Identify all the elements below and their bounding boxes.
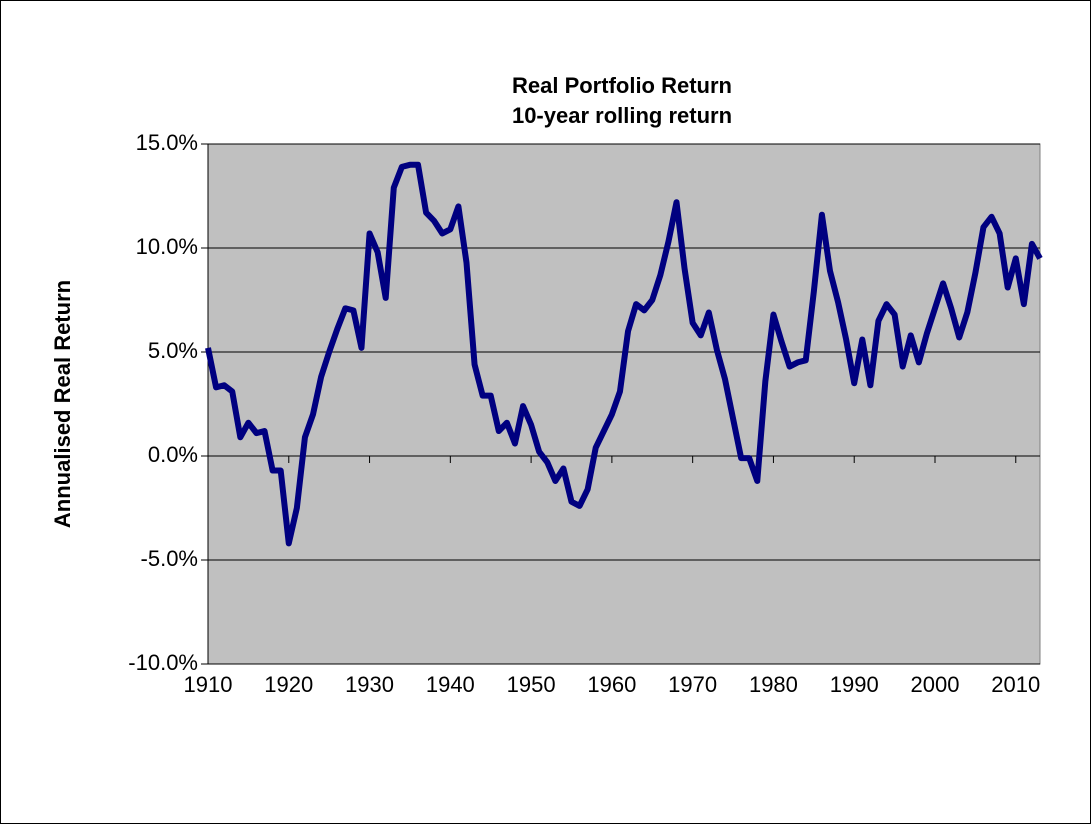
y-tick-label: 5.0% (148, 338, 198, 363)
line-series (205, 161, 1043, 547)
x-tick-label: 1940 (426, 672, 475, 697)
x-tick-label: 1960 (587, 672, 636, 697)
x-tick-label: 1950 (507, 672, 556, 697)
x-tick-label: 2000 (911, 672, 960, 697)
y-tick-label: 10.0% (136, 234, 198, 259)
y-axis-label: Annualised Real Return (50, 280, 75, 528)
x-tick-label: 1980 (749, 672, 798, 697)
y-tick-label: 0.0% (148, 442, 198, 467)
x-tick-label: 1910 (184, 672, 233, 697)
x-tick-label: 2010 (991, 672, 1040, 697)
y-tick-label: -5.0% (141, 546, 198, 571)
y-tick-label: 15.0% (136, 130, 198, 155)
plot-area (207, 143, 1041, 665)
chart-subtitle: 10-year rolling return (512, 103, 732, 128)
x-tick-label: 1920 (264, 672, 313, 697)
y-tick-label: -10.0% (128, 650, 198, 675)
x-tick-label: 1990 (830, 672, 879, 697)
chart-title: Real Portfolio Return (512, 73, 732, 98)
x-tick-label: 1930 (345, 672, 394, 697)
x-tick-label: 1970 (668, 672, 717, 697)
